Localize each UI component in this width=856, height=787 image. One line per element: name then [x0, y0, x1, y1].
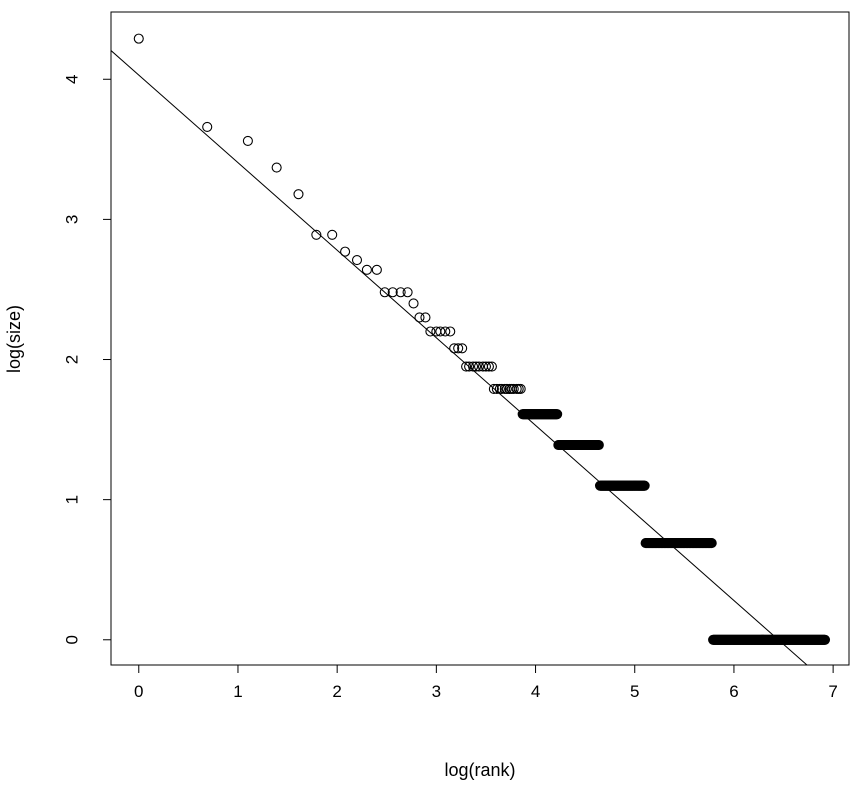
data-point — [457, 343, 468, 354]
data-point — [271, 162, 282, 173]
data-point — [593, 439, 604, 451]
x-tick-label: 4 — [531, 682, 540, 701]
x-tick-label: 1 — [233, 682, 242, 701]
data-point — [202, 121, 213, 132]
data-point — [486, 361, 497, 372]
data-point — [515, 383, 526, 395]
data-point — [473, 361, 485, 372]
data-point — [488, 383, 499, 395]
data-point — [327, 229, 338, 240]
x-tick-label: 7 — [828, 682, 837, 701]
y-tick-label: 0 — [62, 635, 81, 644]
x-tick-label: 2 — [332, 682, 341, 701]
data-point — [242, 135, 253, 146]
data-point — [639, 480, 650, 491]
data-point — [340, 246, 351, 257]
data-point — [552, 409, 563, 420]
data-point — [440, 326, 451, 337]
data-point — [464, 361, 475, 372]
data-point — [508, 383, 519, 395]
data-point — [470, 361, 482, 372]
data-point — [480, 361, 492, 372]
x-axis-label: log(rank) — [444, 760, 515, 780]
data-point — [449, 343, 460, 354]
data-point — [461, 361, 472, 372]
x-tick-label: 3 — [432, 682, 441, 701]
data-point — [408, 298, 419, 309]
data-point — [293, 189, 304, 200]
data-point — [496, 383, 507, 395]
data-point — [491, 383, 502, 395]
data-point — [819, 634, 831, 645]
data-point — [483, 361, 494, 372]
data-point — [379, 287, 390, 298]
data-point — [351, 254, 363, 266]
data-point — [453, 343, 464, 354]
data-point — [445, 326, 456, 337]
data-point — [133, 33, 144, 44]
y-tick-label: 3 — [62, 215, 81, 224]
regression-line — [111, 50, 808, 665]
y-tick-label: 2 — [62, 355, 81, 364]
points-layer — [133, 33, 831, 645]
x-tick-label: 5 — [630, 682, 639, 701]
y-axis: 0 1 2 3 4 — [62, 75, 112, 645]
fit-line-layer — [111, 50, 808, 665]
data-point — [387, 287, 398, 298]
y-tick-label: 4 — [62, 75, 81, 84]
data-point — [395, 287, 406, 298]
data-point — [420, 312, 431, 323]
data-point — [414, 312, 425, 323]
data-point — [425, 326, 436, 337]
data-point — [435, 326, 446, 337]
y-tick-label: 1 — [62, 495, 81, 504]
plot-frame — [110, 11, 850, 666]
data-point — [501, 383, 512, 395]
data-point — [361, 264, 372, 275]
data-point — [706, 538, 717, 549]
x-axis: 0 1 2 3 4 5 6 7 — [134, 664, 838, 701]
y-axis-label: log(size) — [4, 305, 24, 373]
x-tick-label: 6 — [729, 682, 738, 701]
data-point — [402, 287, 413, 298]
x-tick-label: 0 — [134, 682, 143, 701]
data-point — [371, 264, 382, 275]
data-point — [311, 229, 322, 240]
